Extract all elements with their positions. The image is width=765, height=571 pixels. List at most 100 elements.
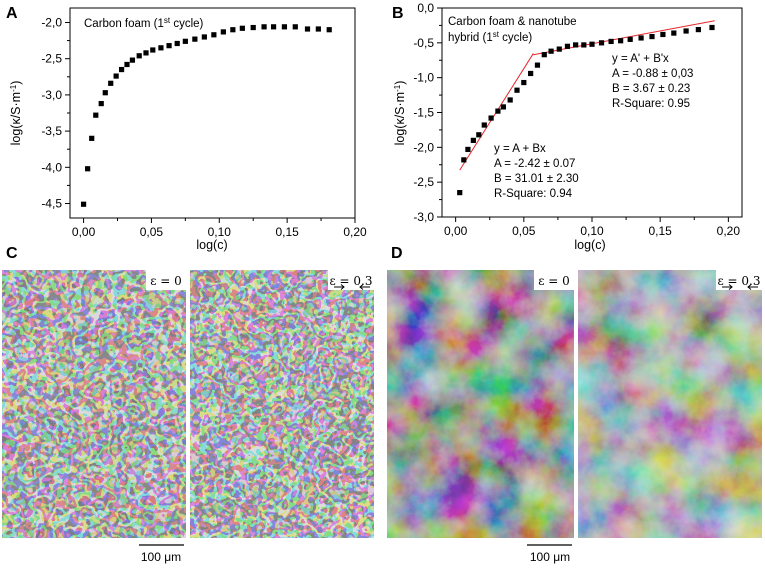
data-point-a: [304, 26, 311, 32]
tag-d-left: ε = 0: [538, 274, 570, 288]
scale-label-c: 100 μm: [141, 550, 181, 564]
strain-arrows-c: [334, 284, 370, 290]
data-point-b: [709, 24, 715, 31]
chart-b: Carbon foam & nanotube hybrid (1st cycle…: [393, 1, 743, 252]
data-point-a: [292, 24, 298, 30]
fit-upper-eq: y = A' + B'x: [612, 53, 669, 65]
fit-upper-b: B = 3.67 ± 0.23: [612, 83, 690, 95]
data-point-b: [495, 108, 501, 114]
y-tick-label-b: -1,5: [413, 106, 434, 120]
annotation-a: Carbon foam (1st cycle): [84, 16, 204, 31]
data-point-b: [457, 190, 463, 196]
tag-c-right: ε = 0.3: [330, 274, 373, 288]
data-point-a: [261, 24, 267, 30]
x-tick-label-a: 0,10: [208, 225, 232, 239]
data-point-b: [500, 104, 506, 110]
micrograph-d: ε = 0 ε = 0.3 100 μm: [387, 270, 762, 564]
panel-label-b: B: [392, 5, 404, 22]
fit-stats-upper: y = A' + B'x A = -0.88 ± 0,03 B = 3.67 ±…: [612, 53, 693, 110]
data-point-a: [230, 27, 236, 33]
annotation-b-line1: Carbon foam & nanotube: [448, 16, 577, 28]
x-tick-label-b: 0,00: [444, 224, 468, 238]
fit-lower-eq: y = A + Bx: [494, 143, 546, 155]
y-tick-label-b: -1,0: [413, 71, 434, 85]
data-point-a: [211, 32, 217, 38]
strain-arrows-d: [722, 284, 758, 290]
x-tick-label-a: 0,00: [72, 225, 96, 239]
data-point-a: [250, 24, 256, 31]
data-point-a: [174, 40, 180, 47]
data-point-b: [514, 87, 520, 93]
data-point-a: [136, 53, 142, 59]
data-point-a: [315, 26, 321, 32]
data-point-b: [507, 97, 513, 103]
data-point-b: [461, 157, 467, 163]
data-point-a: [93, 112, 99, 118]
data-point-b: [465, 146, 471, 153]
micrograph-d-right: [578, 270, 762, 538]
y-tick-label-b: -2,5: [413, 175, 434, 189]
y-tick-label-b: -3,0: [413, 210, 434, 224]
micrograph-c: ε = 0 ε = 0.3 100 μm: [2, 270, 374, 564]
tag-d-left-box: [534, 270, 574, 290]
tag-c-left: ε = 0: [150, 274, 182, 288]
data-point-b: [556, 46, 562, 52]
data-point-b: [598, 40, 605, 46]
x-tick-label-b: 0,15: [649, 224, 673, 238]
fit-upper-a: A = -0.88 ± 0,03: [612, 68, 693, 80]
data-point-a: [158, 45, 164, 51]
y-tick-label-a: -3,5: [41, 124, 62, 138]
x-tick-label-a: 0,20: [343, 225, 367, 239]
data-point-b: [476, 132, 482, 138]
data-point-a: [102, 90, 108, 96]
data-point-a: [129, 57, 136, 63]
data-point-b: [589, 41, 595, 47]
data-point-b: [528, 70, 534, 77]
data-point-a: [239, 25, 245, 31]
data-point-b: [488, 115, 494, 121]
x-tick-label-b: 0,10: [580, 224, 604, 238]
micrograph-c-right: [190, 270, 374, 538]
data-point-a: [201, 34, 207, 40]
data-point-b: [638, 35, 644, 41]
x-tick-label-b: 0,05: [512, 224, 536, 238]
tag-c-left-box: [146, 270, 186, 290]
data-point-a: [118, 66, 125, 73]
tag-d-right: ε = 0.3: [718, 274, 761, 288]
data-point-a: [108, 80, 114, 86]
y-tick-label-a: -4,0: [41, 160, 62, 174]
y-axis-label-b: log(κ/S·m-1): [393, 81, 408, 146]
data-point-a: [113, 73, 119, 79]
data-point-b: [695, 26, 701, 33]
fit-lower-r2: R-Square: 0.94: [494, 188, 573, 200]
y-tick-label-b: -2,0: [413, 140, 434, 154]
data-point-a: [85, 166, 91, 172]
annotation-b-line2: hybrid (1st cycle): [448, 30, 532, 45]
data-point-a: [80, 201, 87, 207]
micrograph-d-left: [387, 270, 574, 538]
data-point-a: [192, 36, 198, 42]
fit-lower-b: B = 31.01 ± 2.30: [494, 173, 579, 185]
data-point-b: [618, 38, 624, 44]
y-tick-label-a: -3,0: [41, 88, 62, 102]
x-tick-label-a: 0,15: [275, 225, 299, 239]
plot-frame-a: [69, 7, 356, 219]
y-axis-label-a: log(κ/S·m-1): [9, 81, 24, 146]
y-tick-label-b: 0,0: [417, 1, 434, 15]
y-tick-label-b: -0,5: [413, 36, 434, 50]
data-point-b: [548, 48, 554, 54]
x-tick-label-b: 0,20: [717, 224, 741, 238]
data-point-a: [150, 47, 156, 53]
micrograph-c-left: [2, 270, 186, 538]
fit-upper-r2: R-Square: 0.95: [612, 98, 690, 110]
y-tick-label-a: -2,0: [41, 15, 62, 29]
data-point-b: [470, 137, 476, 143]
data-point-b: [521, 79, 527, 86]
data-point-b: [627, 36, 633, 42]
panel-label-c: C: [6, 245, 18, 262]
data-point-b: [581, 42, 587, 48]
fit-line-2: [533, 20, 715, 56]
data-point-a: [270, 24, 277, 30]
data-point-a: [166, 43, 172, 49]
